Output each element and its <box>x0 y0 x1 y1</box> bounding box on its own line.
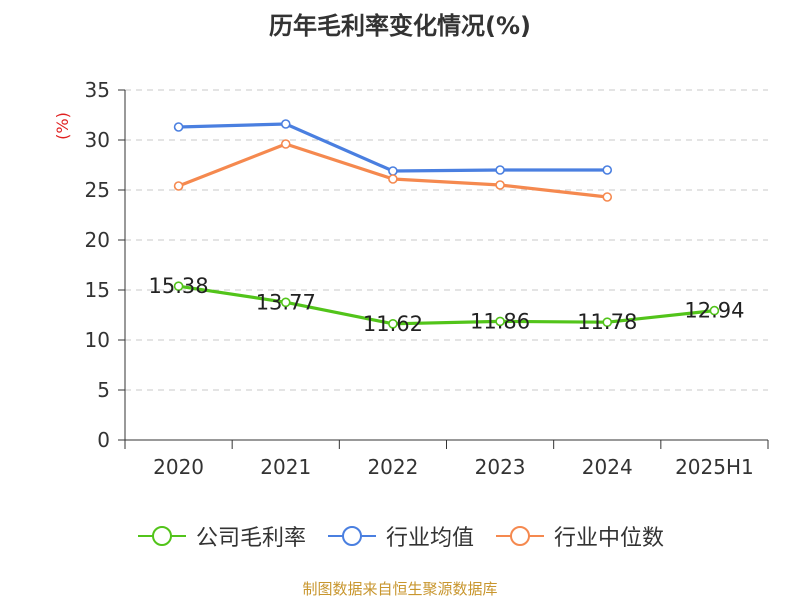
y-tick-label: 20 <box>85 228 110 252</box>
data-point <box>388 174 398 184</box>
grid-lines <box>125 89 768 391</box>
series-line-2 <box>176 122 609 173</box>
data-label: 15.38 <box>149 274 209 298</box>
y-tick-label: 10 <box>85 328 110 352</box>
data-point <box>280 119 291 129</box>
data-label: 11.62 <box>363 312 423 336</box>
y-tick-label: 30 <box>85 128 110 152</box>
data-point <box>495 316 505 327</box>
y-tick-label: 5 <box>97 378 110 402</box>
x-tick-label: 2023 <box>475 455 526 479</box>
chart-title: 历年毛利率变化情况(%) <box>269 12 531 40</box>
series-lines <box>173 119 720 329</box>
data-point <box>388 166 398 176</box>
legend: 公司毛利率 行业均值 行业中位数 <box>0 520 800 552</box>
y-axis-label: (%) <box>53 112 72 140</box>
data-label: 11.86 <box>470 309 530 333</box>
legend-line-circle-icon <box>496 526 544 546</box>
series-line-1 <box>176 284 717 326</box>
legend-label: 公司毛利率 <box>195 526 306 551</box>
axes: 0 5 10 15 20 25 30 35 2020 2021 2022 2023 2024 2025H1… <box>53 78 769 479</box>
legend-line-circle-icon <box>137 526 186 546</box>
x-tick-label: 2024 <box>582 455 633 479</box>
data-point <box>602 192 613 202</box>
legend-label: 行业中位数 <box>554 526 665 551</box>
data-point <box>495 165 505 175</box>
y-tick-label: 25 <box>85 178 110 202</box>
data-label: 13.77 <box>256 290 316 314</box>
data-label: 12.94 <box>684 299 744 323</box>
data-point <box>495 180 505 190</box>
data-point <box>173 281 184 292</box>
y-tick-label: 0 <box>97 428 110 452</box>
data-point <box>602 317 613 328</box>
x-tick-label: 2020 <box>153 455 204 479</box>
legend-item[interactable]: 公司毛利率 <box>136 520 306 552</box>
data-point <box>602 165 613 175</box>
data-label: 11.78 <box>577 310 637 334</box>
x-tick-label: 2021 <box>260 455 311 479</box>
y-tick-label: 15 <box>85 278 110 302</box>
legend-item[interactable]: 行业均值 <box>326 520 474 552</box>
data-point <box>280 139 291 149</box>
data-point <box>173 122 184 132</box>
x-tick-label: 2022 <box>367 455 418 479</box>
data-point <box>709 305 720 316</box>
data-point <box>280 297 291 308</box>
data-point <box>173 181 184 191</box>
source-footer: 制图数据来自恒生聚源数据库 <box>302 580 498 598</box>
x-tick-label: 2025H1 <box>675 455 754 479</box>
data-labels: 15.38 13.77 11.62 11.86 11.78 12.94 <box>149 274 745 336</box>
data-point <box>388 318 398 329</box>
y-tick-label: 35 <box>85 78 110 102</box>
legend-line-circle-icon <box>327 526 376 546</box>
legend-item[interactable]: 行业中位数 <box>494 520 664 552</box>
legend-label: 行业均值 <box>385 526 474 551</box>
